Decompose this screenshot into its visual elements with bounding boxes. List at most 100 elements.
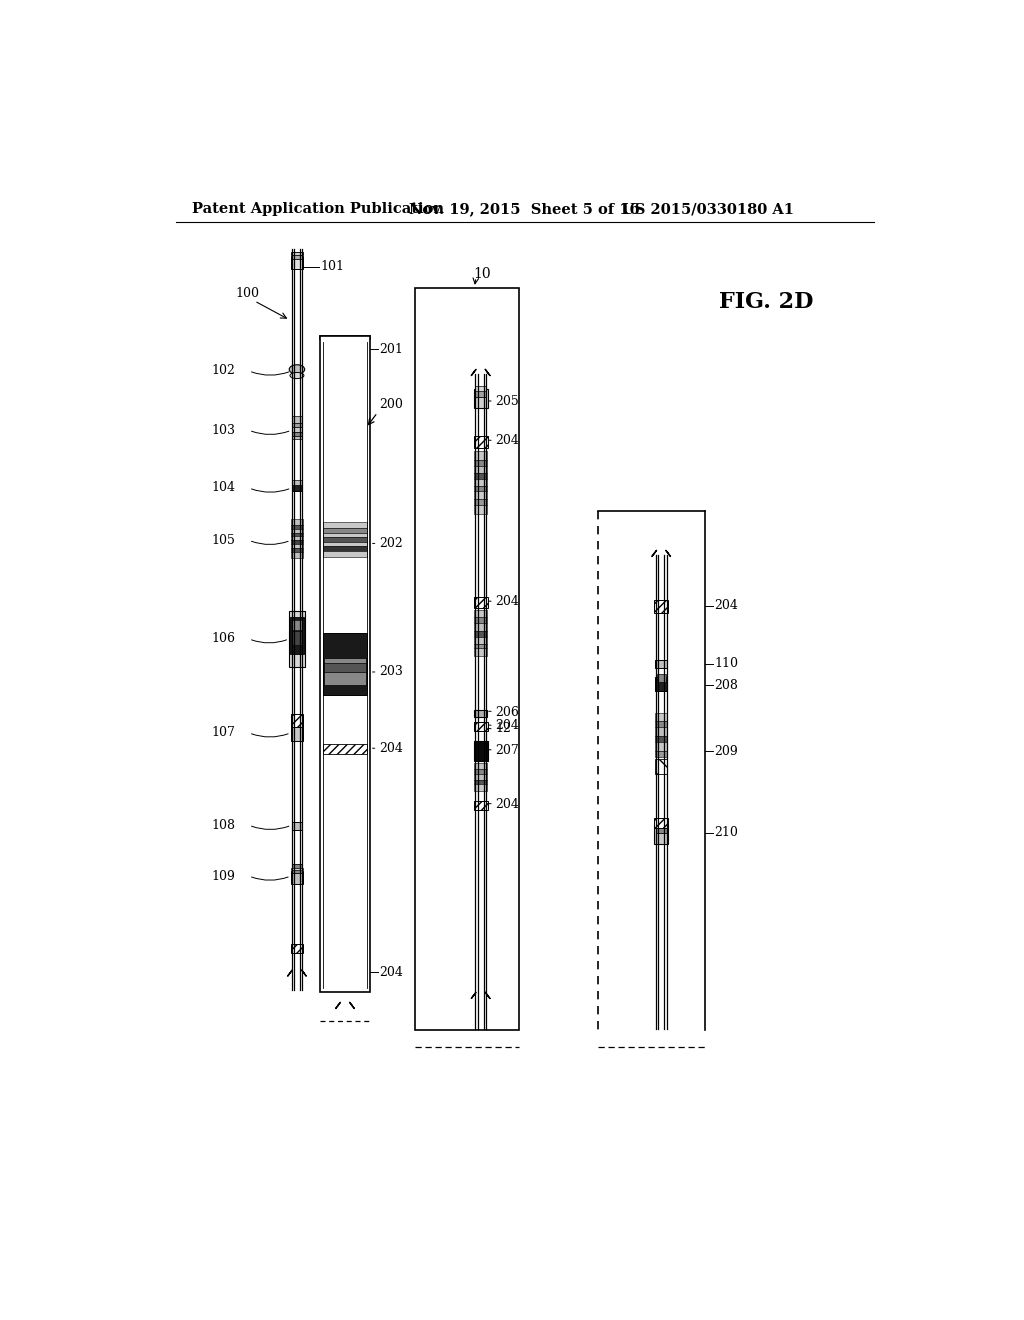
Bar bbox=[474, 598, 487, 609]
Bar bbox=[655, 824, 667, 833]
Bar bbox=[323, 521, 368, 528]
Bar bbox=[474, 461, 486, 466]
Bar bbox=[655, 751, 668, 758]
Bar bbox=[291, 252, 303, 256]
Text: 206: 206 bbox=[496, 705, 519, 718]
Bar bbox=[474, 499, 486, 506]
Ellipse shape bbox=[289, 364, 305, 374]
Bar bbox=[655, 660, 668, 668]
Bar bbox=[474, 491, 486, 499]
Bar bbox=[655, 737, 668, 742]
Bar bbox=[474, 473, 486, 479]
Text: FIG. 2D: FIG. 2D bbox=[719, 290, 813, 313]
Bar bbox=[291, 519, 303, 525]
Bar bbox=[324, 663, 366, 672]
Bar bbox=[292, 620, 302, 630]
Text: 205: 205 bbox=[496, 395, 519, 408]
Bar bbox=[321, 335, 370, 339]
Bar bbox=[474, 623, 486, 631]
Bar bbox=[654, 825, 669, 843]
Text: 204: 204 bbox=[715, 599, 738, 612]
Text: 204: 204 bbox=[496, 434, 519, 447]
Text: 208: 208 bbox=[715, 678, 738, 692]
Bar bbox=[474, 722, 487, 731]
Text: 204: 204 bbox=[496, 595, 519, 609]
Text: 210: 210 bbox=[715, 826, 738, 840]
Bar bbox=[289, 611, 305, 667]
Text: 101: 101 bbox=[321, 260, 344, 273]
Bar bbox=[292, 631, 302, 645]
Bar bbox=[415, 288, 519, 1030]
Bar bbox=[291, 714, 303, 726]
Text: 107: 107 bbox=[211, 726, 234, 739]
Bar bbox=[475, 387, 486, 391]
Bar bbox=[291, 544, 303, 548]
Text: 102: 102 bbox=[211, 364, 234, 378]
Text: Patent Application Publication: Patent Application Publication bbox=[191, 202, 443, 216]
Text: 203: 203 bbox=[379, 665, 403, 678]
Text: 201: 201 bbox=[379, 343, 403, 356]
Text: 10: 10 bbox=[473, 267, 490, 281]
Text: 106: 106 bbox=[211, 632, 234, 645]
Text: 12: 12 bbox=[496, 722, 511, 735]
Bar bbox=[323, 528, 368, 533]
Bar bbox=[474, 742, 487, 762]
Ellipse shape bbox=[290, 372, 304, 379]
Bar bbox=[655, 742, 668, 751]
Bar bbox=[291, 532, 303, 536]
Bar bbox=[323, 541, 368, 546]
Bar bbox=[655, 713, 668, 721]
Bar bbox=[321, 335, 370, 991]
Bar bbox=[474, 770, 486, 774]
Bar bbox=[291, 871, 303, 884]
Bar bbox=[474, 466, 486, 473]
Bar bbox=[474, 506, 486, 515]
Text: 109: 109 bbox=[211, 870, 234, 883]
Bar bbox=[474, 784, 486, 791]
Bar bbox=[292, 416, 302, 422]
Bar bbox=[292, 422, 302, 428]
Bar bbox=[474, 631, 486, 638]
Bar bbox=[474, 479, 486, 487]
Bar bbox=[290, 618, 304, 655]
Bar bbox=[474, 389, 487, 408]
Bar bbox=[292, 252, 302, 259]
Bar bbox=[474, 648, 486, 656]
Bar bbox=[323, 634, 368, 696]
Bar bbox=[291, 525, 303, 529]
Bar bbox=[474, 436, 487, 447]
Bar bbox=[291, 867, 303, 870]
Text: 100: 100 bbox=[234, 286, 259, 300]
Text: 200: 200 bbox=[379, 399, 403, 412]
Bar bbox=[474, 644, 486, 648]
Bar bbox=[291, 529, 303, 533]
Text: 202: 202 bbox=[379, 537, 402, 550]
Bar bbox=[656, 675, 666, 682]
Text: 105: 105 bbox=[211, 533, 234, 546]
Bar bbox=[323, 743, 368, 755]
Text: 204: 204 bbox=[379, 742, 403, 755]
Bar bbox=[292, 484, 302, 491]
Bar bbox=[291, 540, 303, 544]
Bar bbox=[474, 638, 486, 644]
Bar bbox=[654, 601, 669, 612]
Bar bbox=[323, 552, 368, 557]
Bar bbox=[292, 480, 302, 484]
Text: 207: 207 bbox=[496, 744, 519, 758]
Bar bbox=[291, 944, 303, 953]
Bar bbox=[474, 610, 486, 618]
Bar bbox=[324, 659, 366, 685]
Bar bbox=[474, 774, 486, 780]
Bar bbox=[474, 451, 486, 461]
Text: 204: 204 bbox=[379, 966, 403, 979]
Text: 108: 108 bbox=[211, 818, 234, 832]
Text: 110: 110 bbox=[715, 657, 738, 671]
Bar bbox=[474, 800, 487, 810]
Bar bbox=[323, 537, 368, 543]
Bar bbox=[292, 822, 302, 830]
Bar bbox=[474, 710, 486, 718]
Bar bbox=[291, 552, 303, 558]
Bar bbox=[292, 863, 302, 873]
Bar bbox=[291, 536, 303, 540]
Bar bbox=[292, 437, 302, 440]
